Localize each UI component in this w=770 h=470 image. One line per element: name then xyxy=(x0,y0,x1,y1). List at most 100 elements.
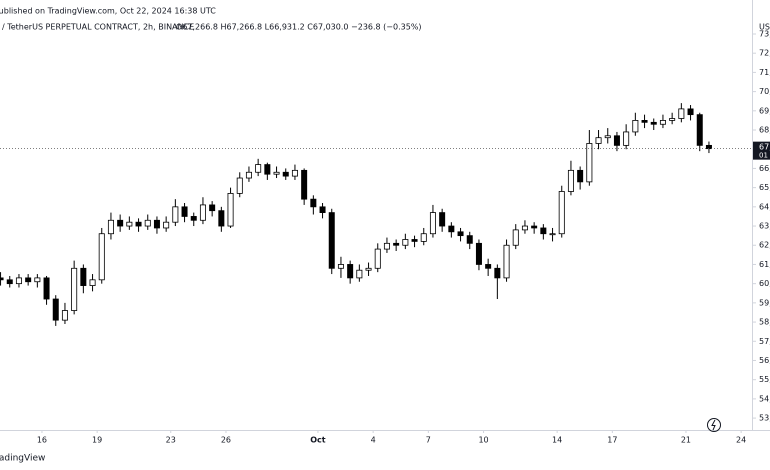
y-tick-label: 63,000.0 xyxy=(759,222,770,231)
candle-body xyxy=(586,143,593,183)
candle-body xyxy=(420,233,427,242)
candle-body xyxy=(52,298,59,321)
y-tick-label: 54,000.0 xyxy=(759,394,770,403)
candle-body xyxy=(255,164,262,173)
candle-body xyxy=(540,227,547,235)
candle-body xyxy=(163,221,170,229)
candle-body xyxy=(411,239,418,242)
candle-body xyxy=(641,120,648,123)
candle-body xyxy=(549,233,556,236)
y-tick-label: 56,000.0 xyxy=(759,356,770,365)
candle-body xyxy=(6,279,13,285)
candle-body xyxy=(531,225,538,229)
y-tick-label: 61,000.0 xyxy=(759,260,770,269)
candle-body xyxy=(218,210,225,227)
candle-body xyxy=(153,219,160,229)
x-tick-label: 17 xyxy=(607,436,617,445)
candle-body xyxy=(687,108,694,116)
candle-body xyxy=(659,120,666,125)
y-tick-label: 70,000.0 xyxy=(759,87,770,96)
y-tick-label: 65,000.0 xyxy=(759,183,770,192)
candle-body xyxy=(595,137,602,144)
x-tick-label: 23 xyxy=(166,436,176,445)
candle-body xyxy=(567,169,574,192)
x-tick-label: Oct xyxy=(310,436,326,445)
candle-body xyxy=(301,169,308,200)
x-tick-label: 24 xyxy=(736,436,746,445)
candle-body xyxy=(209,204,216,212)
candle-body xyxy=(98,233,105,281)
y-tick-label: 71,000.0 xyxy=(759,68,770,77)
x-tick-label: 26 xyxy=(221,436,231,445)
y-tick-label: 59,000.0 xyxy=(759,298,770,307)
candle-body xyxy=(273,171,280,175)
candle-body xyxy=(144,219,151,227)
candle-body xyxy=(650,121,657,125)
y-tick-label: 73,000.0 xyxy=(759,29,770,38)
y-tick-label: 62,000.0 xyxy=(759,241,770,250)
candle-body xyxy=(623,131,630,146)
x-tick-label: 4 xyxy=(371,436,376,445)
candle-body xyxy=(25,277,32,283)
candle-body xyxy=(402,239,409,246)
x-tick-label: 7 xyxy=(426,436,431,445)
brand: TradingView xyxy=(0,454,45,464)
candle-body xyxy=(126,221,133,227)
last-price-box xyxy=(753,141,770,160)
last-price-label: 67,030.0 xyxy=(759,143,770,152)
candle-body xyxy=(15,277,22,285)
candle-body xyxy=(705,144,712,150)
y-tick-label: 72,000.0 xyxy=(759,49,770,58)
candle-body xyxy=(190,216,197,221)
candle-body xyxy=(485,264,492,269)
ohlc-legend: O67,266.8 H67,266.8 L66,931.2 C67,030.0 … xyxy=(176,23,422,32)
y-tick-label: 64,000.0 xyxy=(759,202,770,211)
candle-body xyxy=(669,118,676,121)
candle-body xyxy=(236,177,243,194)
candle-body xyxy=(356,269,363,279)
candle-body xyxy=(457,231,464,237)
candle-body xyxy=(393,242,400,246)
candle-body xyxy=(521,225,528,231)
candle-body xyxy=(383,242,390,250)
candle-body xyxy=(264,164,271,175)
y-tick-label: 69,000.0 xyxy=(759,106,770,115)
x-tick-label: 21 xyxy=(681,436,691,445)
candle-body xyxy=(448,225,455,233)
countdown-label: 01 xyxy=(759,152,768,160)
candle-body xyxy=(61,310,68,321)
y-tick-label: 55,000.0 xyxy=(759,375,770,384)
y-tick-label: 66,000.0 xyxy=(759,164,770,173)
x-tick-label: 19 xyxy=(92,436,102,445)
candle-body xyxy=(512,229,519,246)
candle-body xyxy=(43,277,50,300)
candle-body xyxy=(181,206,188,217)
candle-body xyxy=(337,264,344,269)
candle-body xyxy=(310,198,317,208)
candle-body xyxy=(71,267,78,311)
y-tick-label: 68,000.0 xyxy=(759,126,770,135)
candle-body xyxy=(172,206,179,223)
candle-body xyxy=(227,192,234,227)
candle-body xyxy=(319,206,326,213)
candle-body xyxy=(374,248,381,269)
candle-body xyxy=(604,135,611,139)
candle-body xyxy=(475,242,482,265)
replay-icon[interactable] xyxy=(707,418,721,432)
currency-label: USDT xyxy=(759,23,770,32)
candle-body xyxy=(80,267,87,286)
candle-body xyxy=(678,108,685,119)
y-tick-label: 57,000.0 xyxy=(759,337,770,346)
candle-body xyxy=(328,212,335,269)
y-tick-label: 53,000.0 xyxy=(759,414,770,423)
candles xyxy=(0,103,712,326)
candle-body xyxy=(365,267,372,271)
candle-body xyxy=(494,267,501,279)
candle-body xyxy=(135,221,142,227)
candle-body xyxy=(245,171,252,179)
y-tick-label: 60,000.0 xyxy=(759,279,770,288)
candle-body xyxy=(282,171,289,177)
y-tick-label: 58,000.0 xyxy=(759,318,770,327)
